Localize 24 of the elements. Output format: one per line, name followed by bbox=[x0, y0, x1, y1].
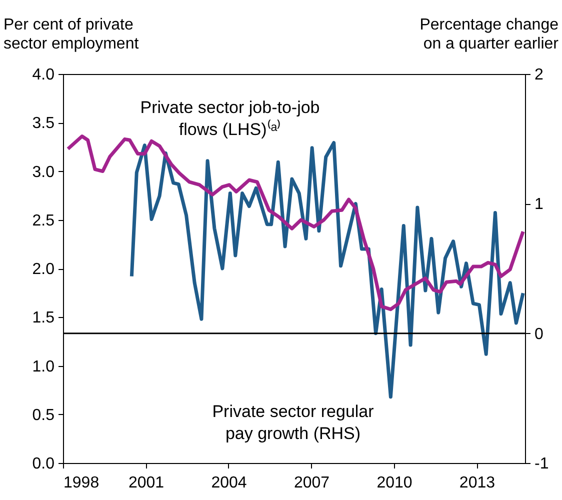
y-tick-label: 3.0 bbox=[32, 164, 55, 181]
y-axis-title: Per cent of private sector employment bbox=[4, 16, 140, 52]
y-tick-label: 3.5 bbox=[32, 115, 55, 132]
series-label: Private sector regular pay growth (RHS) bbox=[212, 402, 374, 443]
x-tick-label: 2001 bbox=[128, 474, 164, 492]
x-tick-label: 1998 bbox=[64, 474, 100, 492]
y2-tick-label: 0 bbox=[534, 326, 544, 343]
x-tick-label: 2013 bbox=[459, 474, 496, 492]
x-tick-label: 2004 bbox=[211, 474, 247, 492]
y2-tick-label: -1 bbox=[534, 456, 549, 472]
x-tick-label: 2007 bbox=[294, 474, 330, 492]
y-tick-label: 1.5 bbox=[32, 310, 55, 327]
series-label: Private sector job-to-job flows (LHS)⁽ᵃ⁾ bbox=[140, 98, 320, 139]
y-tick-label: 0.5 bbox=[32, 406, 55, 424]
y-tick-label: 4.0 bbox=[32, 66, 55, 84]
y-tick-label: 2.0 bbox=[32, 261, 55, 278]
y-tick-label: 2.5 bbox=[32, 212, 55, 230]
y2-tick-label: 1 bbox=[534, 196, 544, 214]
x-tick-label: 2010 bbox=[376, 474, 412, 492]
y2-axis-title: Percentage change on a quarter earlier bbox=[420, 16, 560, 52]
y2-tick-label: 2 bbox=[534, 66, 544, 84]
y-tick-label: 0.0 bbox=[32, 456, 55, 472]
line-series bbox=[130, 140, 525, 399]
y-tick-label: 1.0 bbox=[32, 358, 55, 376]
